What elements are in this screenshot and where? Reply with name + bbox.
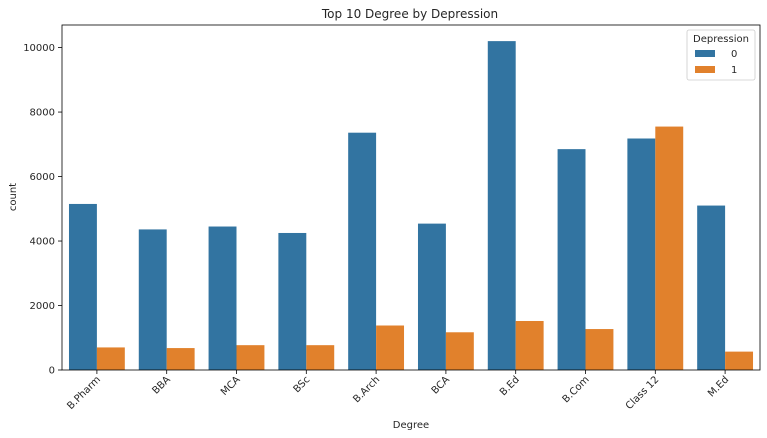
y-tick-label: 0	[49, 366, 55, 377]
bar-b-arch-depression-1	[376, 325, 405, 370]
bar-bca-depression-0	[417, 223, 446, 370]
x-tick-label: B.Com	[561, 374, 592, 405]
x-tick-label: B.Ed	[498, 374, 522, 398]
bar-b-pharm-depression-1	[96, 347, 125, 370]
x-tick-label: B.Pharm	[65, 374, 103, 412]
legend-label-1: 1	[731, 65, 737, 76]
x-tick-label: M.Ed	[706, 374, 731, 399]
bar-bba-depression-0	[138, 229, 167, 370]
x-tick-label: B.Arch	[351, 374, 382, 405]
bar-b-ed-depression-1	[515, 320, 544, 370]
bar-class-12-depression-0	[627, 138, 656, 370]
bar-bba-depression-1	[166, 348, 195, 370]
x-axis-label: Degree	[393, 420, 429, 431]
bar-m-ed-depression-0	[697, 205, 726, 370]
y-tick-label: 6000	[30, 172, 55, 183]
x-tick-label: Class 12	[624, 374, 662, 412]
bar-b-pharm-depression-0	[68, 203, 97, 370]
bar-b-arch-depression-0	[348, 132, 377, 370]
x-tick-label: MCA	[219, 374, 243, 398]
x-tick-label: BCA	[430, 374, 452, 396]
bar-bca-depression-1	[445, 332, 474, 370]
plot-frame	[61, 24, 761, 371]
bar-bsc-depression-0	[278, 232, 307, 370]
x-axis: B.Pharm BBA MCA BSc B.Arch BCA B.Ed B.Com Class …	[65, 370, 731, 412]
legend-swatch-1	[695, 66, 715, 73]
y-tick-label: 4000	[30, 237, 55, 248]
legend-swatch-0	[695, 50, 715, 57]
bar-b-com-depression-1	[585, 329, 614, 370]
y-tick-label: 10000	[23, 43, 55, 54]
bar-bsc-depression-1	[306, 345, 335, 370]
y-tick-label: 8000	[30, 108, 55, 119]
legend-label-0: 0	[731, 49, 737, 60]
x-tick-label: BSc	[292, 374, 313, 395]
bar-mca-depression-0	[208, 226, 237, 370]
legend: Depression 0 1	[686, 29, 756, 81]
y-tick-label: 2000	[30, 301, 55, 312]
x-tick-label: BBA	[151, 374, 173, 396]
bar-mca-depression-1	[236, 345, 265, 370]
y-axis: 0 2000 4000 6000 8000 10000	[23, 43, 62, 377]
chart-title: Top 10 Degree by Depression	[321, 7, 498, 21]
bar-m-ed-depression-1	[725, 351, 754, 370]
bar-b-ed-depression-0	[487, 41, 516, 371]
plot-bars	[68, 41, 754, 371]
bar-class-12-depression-1	[655, 126, 684, 370]
bar-b-com-depression-0	[557, 149, 586, 370]
legend-title: Depression	[693, 34, 749, 45]
y-axis-label: count	[8, 183, 19, 211]
